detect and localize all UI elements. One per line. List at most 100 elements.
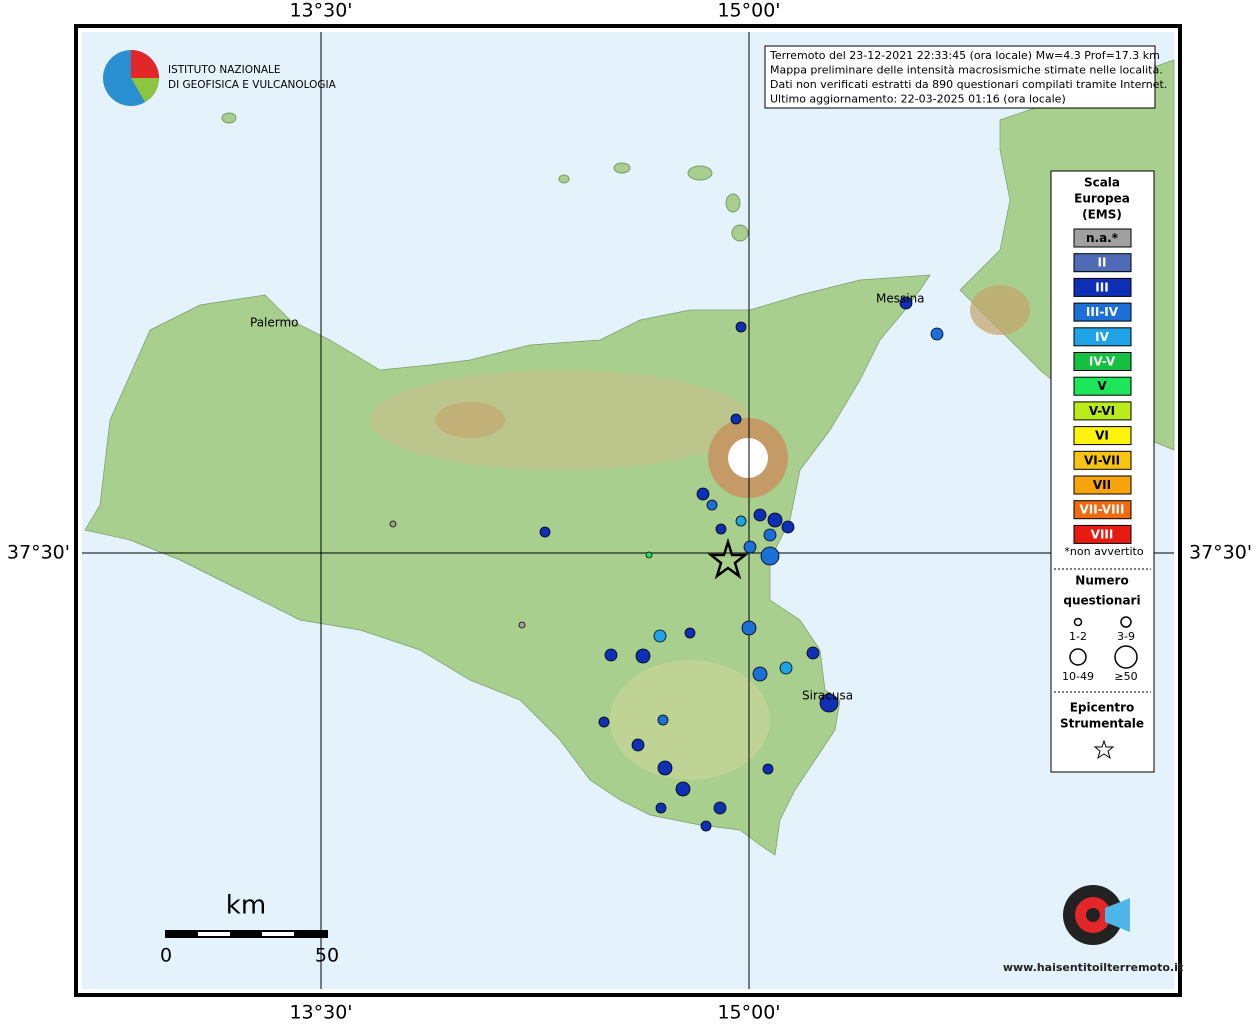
legend-label: VIII [1091, 527, 1114, 541]
obs [518, 621, 526, 629]
obs [763, 528, 777, 542]
obs [735, 321, 747, 333]
legend-note: *non avvertito [1064, 545, 1143, 558]
legend-swatch [1073, 277, 1132, 297]
legend-size-label: ≥50 [1114, 670, 1137, 683]
legend-swatch [1073, 253, 1132, 273]
obs [753, 508, 767, 522]
obs [657, 760, 673, 776]
legend-label: III [1095, 280, 1108, 294]
legend-swatch [1073, 401, 1132, 421]
lon-label: 13°30' [289, 1002, 352, 1024]
place-label: Messina [876, 292, 925, 306]
legend-size-label: 1-2 [1069, 630, 1087, 643]
legend-swatch [1073, 475, 1132, 495]
info-line: Terremoto del 23-12-2021 22:33:45 (ora l… [769, 49, 1160, 62]
legend-swatch [1073, 500, 1132, 520]
logo-sector [131, 78, 159, 102]
legend-size [1069, 648, 1087, 666]
obs [713, 801, 727, 815]
obs [645, 551, 653, 559]
legend-swatch [1073, 524, 1132, 544]
island [687, 165, 713, 181]
legend-label: V-VI [1089, 404, 1115, 418]
scale-seg [230, 931, 262, 937]
logo-text: ISTITUTO NAZIONALE [168, 64, 281, 76]
obs [819, 693, 839, 713]
obs [631, 738, 645, 752]
watermark-circle [1086, 908, 1100, 922]
obs [767, 512, 783, 528]
lon-label: 13°30' [289, 0, 352, 22]
relief [370, 370, 750, 470]
island [221, 112, 237, 124]
legend-swatch [1073, 327, 1132, 347]
lon-label: 15°00' [717, 0, 780, 22]
legend-label: n.a.* [1086, 231, 1119, 245]
obs [700, 820, 712, 832]
legend-label: III-IV [1086, 305, 1119, 319]
obs [675, 781, 691, 797]
obs [760, 546, 780, 566]
epicenter [707, 537, 749, 580]
relief [610, 660, 770, 780]
obs [899, 296, 913, 310]
legend-size-label: 10-49 [1062, 670, 1094, 683]
place-label: Siracusa [802, 689, 853, 703]
obs [539, 526, 551, 538]
legend-swatch [1073, 376, 1132, 396]
info-box [764, 45, 1156, 109]
logo: ISTITUTO NAZIONALE DI GEOFISICA E VULCAN… [103, 50, 337, 106]
legend-size [1120, 616, 1132, 628]
info-line: Mappa preliminare delle intensità macros… [770, 64, 1163, 77]
island [725, 193, 741, 213]
legend: ScalaEuropea(EMS)n.a.*IIIIIIII-IVIVIV-VV… [1054, 176, 1151, 760]
lat-label: 37°30' [1189, 542, 1252, 564]
legend-title: questionari [1063, 594, 1140, 608]
obs [635, 648, 651, 664]
legend-label: IV [1095, 330, 1109, 344]
legend-swatch [1073, 302, 1132, 322]
legend-swatch [1073, 352, 1132, 371]
land [84, 59, 1175, 856]
legend-label: V [1097, 379, 1107, 393]
legend-star [1093, 739, 1115, 760]
info-line: Dati non verificati estratti da 890 ques… [770, 78, 1167, 91]
legend-title: (EMS) [1082, 208, 1122, 222]
scale-label: 0 [160, 945, 172, 967]
legend-title: Epicentro [1070, 701, 1135, 715]
island [731, 224, 749, 242]
legend-title: Scala [1084, 176, 1120, 190]
obs [762, 763, 774, 775]
obs [741, 620, 757, 636]
scale-bar: km 0 50 [160, 891, 339, 967]
legend-size-label: 3-9 [1117, 630, 1135, 643]
legend-label: VI [1095, 429, 1109, 443]
obs [696, 487, 710, 501]
logo-text: DI GEOFISICA E VULCANOLOGIA [168, 79, 337, 91]
legend-label: VII [1093, 478, 1111, 492]
obs [735, 515, 747, 527]
obs [743, 540, 757, 554]
legend-swatch [1073, 426, 1132, 446]
scale-label: 50 [315, 945, 339, 967]
legend-swatch [1073, 450, 1132, 470]
island [613, 162, 631, 174]
relief [435, 402, 505, 438]
legend-size [1073, 617, 1083, 627]
legend-label: VII-VIII [1079, 503, 1124, 517]
obs [779, 661, 793, 675]
scale-unit: km [226, 891, 266, 921]
lon-label: 15°00' [717, 1002, 780, 1024]
legend-label: II [1098, 256, 1107, 270]
obs [657, 714, 669, 726]
obs [684, 627, 696, 639]
legend-title: Europea [1074, 192, 1130, 206]
observations [389, 296, 944, 832]
obs [655, 802, 667, 814]
legend-label: VI-VII [1084, 453, 1120, 467]
place-label: Palermo [250, 316, 299, 330]
etna-summit [728, 438, 768, 478]
info: Terremoto del 23-12-2021 22:33:45 (ora l… [769, 49, 1167, 106]
lat-label: 37°30' [7, 542, 70, 564]
